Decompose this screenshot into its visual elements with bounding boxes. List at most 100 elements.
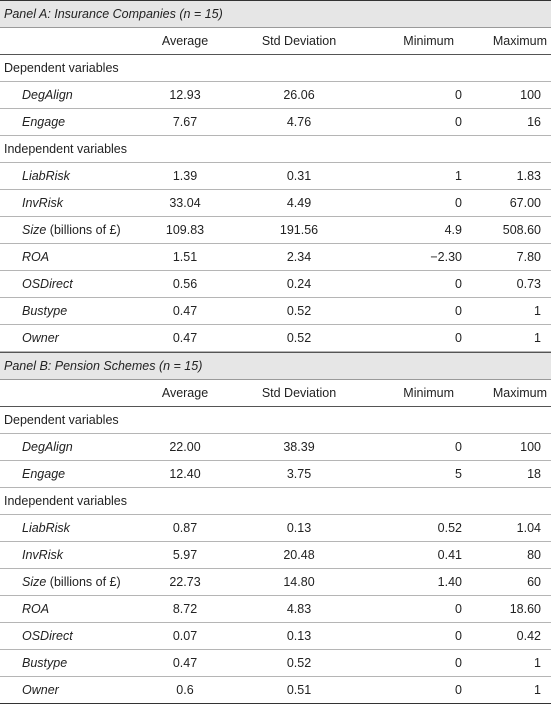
minimum-cell: 1 <box>455 169 462 183</box>
header-minimum: Minimum <box>403 386 454 400</box>
variable-name-cell: InvRisk <box>0 548 140 562</box>
variable-name-cell: Owner <box>0 683 140 697</box>
minimum-cell: 0 <box>455 277 462 291</box>
variable-name: Owner <box>22 331 59 345</box>
section-heading-row: Dependent variables <box>0 407 551 434</box>
table-row: Engage 7.67 4.76 0 16 <box>0 109 551 136</box>
section-heading: Independent variables <box>4 142 128 156</box>
minimum-cell: 5 <box>455 467 462 481</box>
variable-name-cell: OSDirect <box>0 277 140 291</box>
maximum-cell: 7.80 <box>516 250 541 264</box>
average-cell: 12.93 <box>169 88 201 102</box>
variable-name: Engage <box>22 467 66 481</box>
variable-name: DegAlign <box>22 88 73 102</box>
variable-name: Bustype <box>22 656 68 670</box>
maximum-cell: 100 <box>520 88 541 102</box>
table-row: Owner 0.6 0.51 0 1 <box>0 677 551 704</box>
panel-b-header-row: Average Std Deviation Minimum Maximum <box>0 380 551 407</box>
table-row: Bustype 0.47 0.52 0 1 <box>0 650 551 677</box>
average-cell: 5.97 <box>172 548 198 562</box>
std-deviation-cell: 0.13 <box>286 521 312 535</box>
average-cell: 0.07 <box>172 629 198 643</box>
panel-a-body: Dependent variables DegAlign 12.93 26.06 0 10… <box>0 55 551 352</box>
variable-name: ROA <box>22 250 50 264</box>
average-cell: 0.56 <box>172 277 198 291</box>
table-row: ROA 8.72 4.83 0 18.60 <box>0 596 551 623</box>
section-heading-row: Independent variables <box>0 136 551 163</box>
average-cell: 0.47 <box>172 331 198 345</box>
variable-name: InvRisk <box>22 548 63 562</box>
std-deviation-cell: 3.75 <box>286 467 312 481</box>
table-row: Bustype 0.47 0.52 0 1 <box>0 298 551 325</box>
section-heading-row: Dependent variables <box>0 55 551 82</box>
variable-name-cell: LiabRisk <box>0 521 140 535</box>
average-cell: 0.47 <box>172 304 198 318</box>
variable-name-cell: Owner <box>0 331 140 345</box>
table-row: OSDirect 0.56 0.24 0 0.73 <box>0 271 551 298</box>
variable-name: OSDirect <box>22 629 73 643</box>
std-deviation-cell: 38.39 <box>283 440 315 454</box>
header-std-deviation: Std Deviation <box>261 34 337 48</box>
header-average: Average <box>161 34 209 48</box>
minimum-cell: 1.40 <box>437 575 462 589</box>
table-row: DegAlign 22.00 38.39 0 100 <box>0 434 551 461</box>
table-row: InvRisk 33.04 4.49 0 67.00 <box>0 190 551 217</box>
minimum-cell: 0 <box>455 656 462 670</box>
table-row: ROA 1.51 2.34 −2.30 7.80 <box>0 244 551 271</box>
variable-name: DegAlign <box>22 440 73 454</box>
average-cell: 0.47 <box>172 656 198 670</box>
maximum-cell: 0.73 <box>516 277 541 291</box>
std-deviation-cell: 0.52 <box>286 656 312 670</box>
variable-name: InvRisk <box>22 196 63 210</box>
maximum-cell: 60 <box>527 575 541 589</box>
variable-name: Owner <box>22 683 59 697</box>
variable-unit: (billions of £) <box>46 223 121 237</box>
maximum-cell: 0.42 <box>516 629 541 643</box>
panel-b-body: Dependent variables DegAlign 22.00 38.39 0 10… <box>0 407 551 704</box>
header-minimum: Minimum <box>403 34 454 48</box>
variable-name: Bustype <box>22 304 68 318</box>
header-std-deviation: Std Deviation <box>261 386 337 400</box>
variable-name: LiabRisk <box>22 169 70 183</box>
std-deviation-cell: 4.83 <box>286 602 312 616</box>
std-deviation-cell: 2.34 <box>286 250 312 264</box>
std-deviation-cell: 4.76 <box>286 115 312 129</box>
variable-name-cell: OSDirect <box>0 629 140 643</box>
maximum-cell: 1.83 <box>516 169 541 183</box>
std-deviation-cell: 0.51 <box>286 683 312 697</box>
minimum-cell: 4.9 <box>444 223 462 237</box>
section-heading: Dependent variables <box>4 61 119 75</box>
minimum-cell: 0 <box>455 602 462 616</box>
minimum-cell: 0.41 <box>437 548 462 562</box>
average-cell: 8.72 <box>172 602 198 616</box>
average-cell: 0.6 <box>176 683 194 697</box>
maximum-cell: 16 <box>527 115 541 129</box>
table-row: InvRisk 5.97 20.48 0.41 80 <box>0 542 551 569</box>
variable-name-cell: Bustype <box>0 304 140 318</box>
minimum-cell: 0 <box>455 304 462 318</box>
average-cell: 109.83 <box>165 223 205 237</box>
average-cell: 22.73 <box>169 575 201 589</box>
variable-name-cell: ROA <box>0 250 140 264</box>
table-row: Size (billions of £) 22.73 14.80 1.40 60 <box>0 569 551 596</box>
section-heading-row: Independent variables <box>0 488 551 515</box>
minimum-cell: −2.30 <box>430 250 462 264</box>
minimum-cell: 0 <box>455 196 462 210</box>
maximum-cell: 80 <box>527 548 541 562</box>
maximum-cell: 18 <box>527 467 541 481</box>
table-row: DegAlign 12.93 26.06 0 100 <box>0 82 551 109</box>
average-cell: 1.51 <box>172 250 198 264</box>
table-row: Owner 0.47 0.52 0 1 <box>0 325 551 352</box>
average-cell: 22.00 <box>169 440 201 454</box>
section-heading: Dependent variables <box>4 413 119 427</box>
minimum-cell: 0 <box>455 629 462 643</box>
std-deviation-cell: 191.56 <box>279 223 319 237</box>
std-deviation-cell: 0.24 <box>286 277 312 291</box>
maximum-cell: 1 <box>534 304 541 318</box>
variable-name-cell: Bustype <box>0 656 140 670</box>
maximum-cell: 1 <box>534 331 541 345</box>
header-maximum: Maximum <box>492 34 547 48</box>
table-row: OSDirect 0.07 0.13 0 0.42 <box>0 623 551 650</box>
panel-a-title: Panel A: Insurance Companies (n = 15) <box>0 1 551 28</box>
